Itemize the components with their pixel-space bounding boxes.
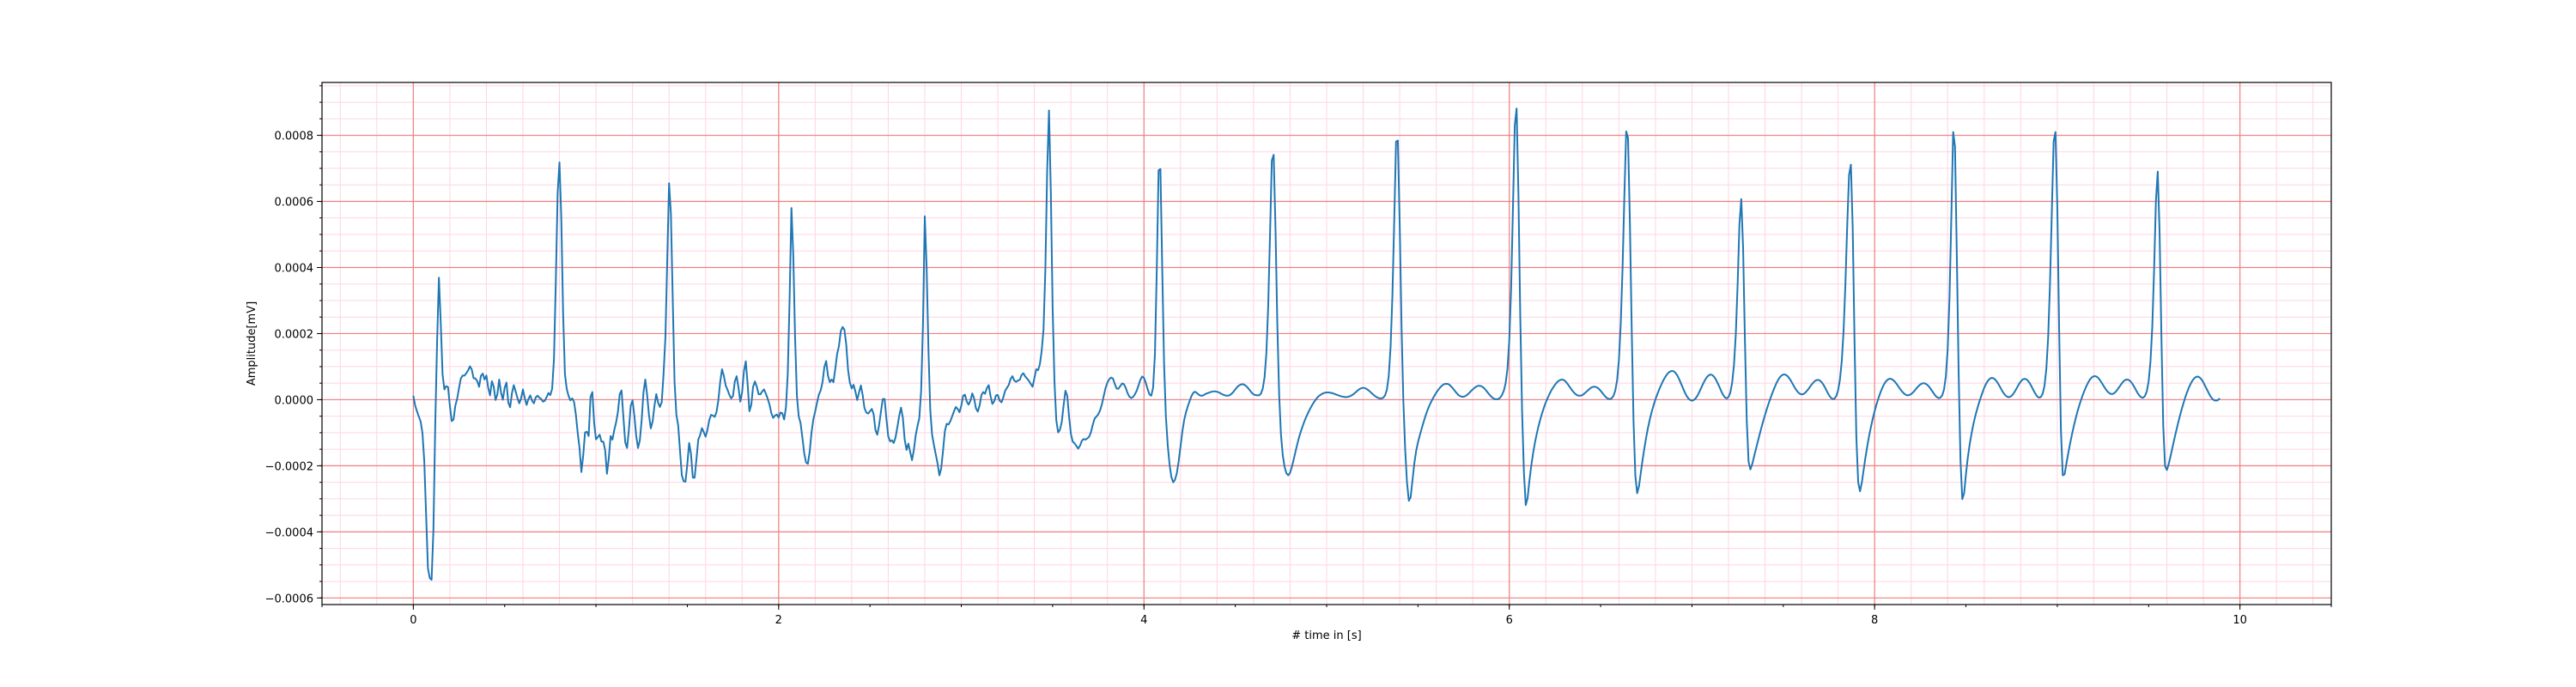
y-tick-label: −0.0002 <box>265 460 313 473</box>
y-tick-label: 0.0004 <box>275 262 314 275</box>
x-tick-label: 6 <box>1506 614 1513 627</box>
y-axis-ticks: −0.0006 −0.0004 −0.0002 0.0000 0.0002 0.0004 0… <box>265 85 322 605</box>
y-tick-label: −0.0006 <box>265 593 313 605</box>
y-tick-label: 0.0002 <box>275 328 314 341</box>
x-tick-label: 4 <box>1140 614 1147 627</box>
x-axis-label: # time in [s] <box>1291 629 1361 642</box>
x-tick-label: 8 <box>1871 614 1878 627</box>
y-tick-label: 0.0000 <box>275 394 314 407</box>
x-tick-label: 10 <box>2233 614 2247 627</box>
x-tick-label: 2 <box>775 614 782 627</box>
series-layer <box>412 107 2221 581</box>
x-tick-label: 0 <box>410 614 416 627</box>
y-tick-label: −0.0004 <box>265 526 313 539</box>
y-axis-label: Amplitude[mV] <box>246 301 258 386</box>
x-axis-ticks: 0 2 4 6 8 10 <box>321 605 2332 627</box>
ecg-signal-line <box>412 107 2221 581</box>
y-tick-label: 0.0006 <box>275 197 314 210</box>
y-tick-label: 0.0008 <box>275 131 314 143</box>
